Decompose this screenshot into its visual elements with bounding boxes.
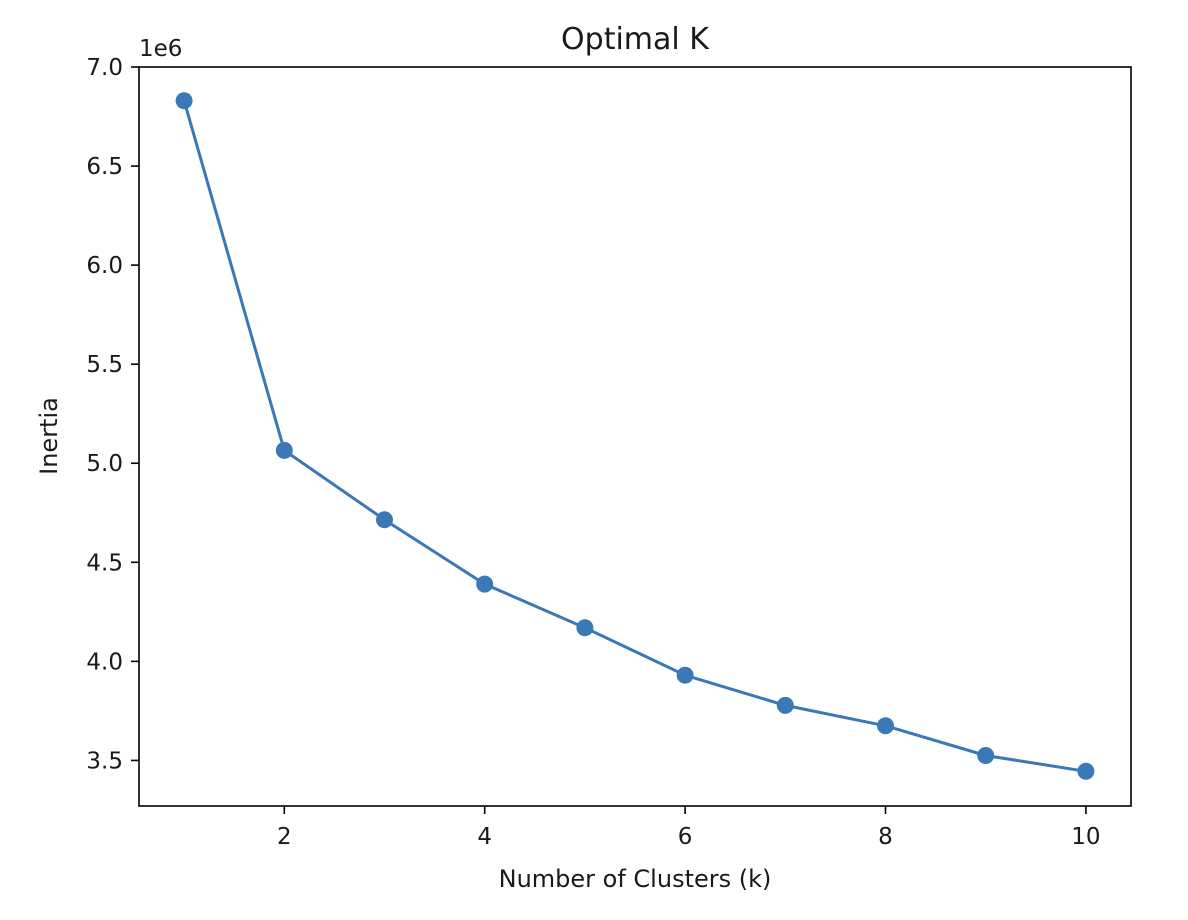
y-tick-label: 7.0 xyxy=(86,55,123,81)
y-tick-label: 4.0 xyxy=(86,649,123,675)
data-point xyxy=(676,666,694,684)
y-tick-label: 5.5 xyxy=(86,352,123,378)
data-point xyxy=(376,511,393,529)
y-tick-label: 4.5 xyxy=(86,550,123,576)
x-tick-label: 4 xyxy=(477,824,492,850)
y-axis-offset-label: 1e6 xyxy=(139,36,182,62)
x-axis-label: Number of Clusters (k) xyxy=(499,865,772,893)
data-point xyxy=(275,441,293,459)
data-point xyxy=(776,696,794,714)
data-point xyxy=(977,747,995,764)
y-tick-label: 5.0 xyxy=(86,451,123,477)
y-axis-ticks: 3.5 4.0 4.5 5.0 5.5 6.0 6.5 7.0 xyxy=(86,55,139,774)
y-tick-label: 6.0 xyxy=(86,253,123,279)
x-tick-label: 8 xyxy=(878,824,893,850)
x-tick-label: 10 xyxy=(1071,824,1100,850)
data-point xyxy=(476,575,494,593)
x-tick-label: 6 xyxy=(678,824,693,850)
series-layer xyxy=(175,92,1095,780)
x-tick-label: 2 xyxy=(277,824,292,850)
y-tick-label: 3.5 xyxy=(86,748,123,774)
series-line xyxy=(182,100,1087,773)
data-point xyxy=(877,717,894,735)
y-axis-label: Inertia xyxy=(35,397,63,475)
chart-title: Optimal K xyxy=(561,22,710,57)
y-tick-label: 6.5 xyxy=(86,154,123,180)
data-point xyxy=(175,92,193,110)
x-axis-ticks: 2 4 6 8 10 xyxy=(277,806,1101,850)
data-point xyxy=(576,619,594,637)
data-point xyxy=(1077,762,1095,780)
plot-frame xyxy=(138,66,1132,807)
